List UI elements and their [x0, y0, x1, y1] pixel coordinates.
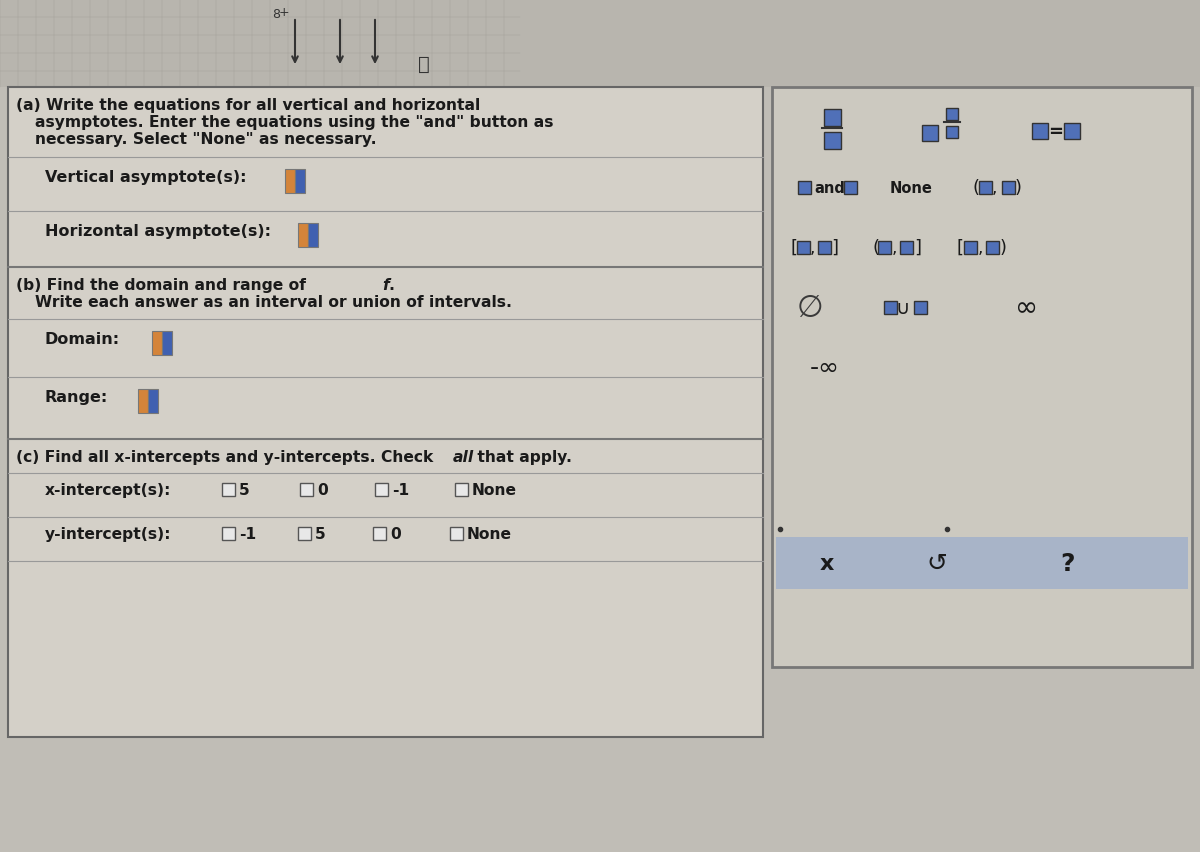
Bar: [222, 527, 235, 540]
Bar: [152, 331, 162, 355]
Bar: [373, 527, 386, 540]
Text: (b) Find the domain and range of: (b) Find the domain and range of: [16, 278, 311, 292]
Text: necessary. Select "None" as necessary.: necessary. Select "None" as necessary.: [35, 132, 377, 147]
Bar: [797, 242, 810, 255]
Bar: [138, 389, 148, 413]
Bar: [295, 170, 305, 193]
Bar: [979, 181, 992, 195]
Bar: [824, 133, 841, 150]
Text: Range:: Range:: [46, 389, 108, 405]
Text: Domain:: Domain:: [46, 331, 120, 347]
Text: None: None: [472, 482, 517, 498]
Bar: [878, 242, 890, 255]
Text: (: (: [972, 179, 979, 197]
Bar: [308, 224, 318, 248]
Text: (a) Write the equations for all vertical and horizontal: (a) Write the equations for all vertical…: [16, 98, 480, 112]
Bar: [772, 88, 1192, 667]
Text: ]: ]: [914, 239, 922, 256]
Bar: [455, 483, 468, 497]
Text: x-intercept(s):: x-intercept(s):: [46, 482, 172, 498]
Text: ⤷: ⤷: [418, 55, 430, 74]
Bar: [884, 302, 898, 314]
Bar: [986, 242, 998, 255]
Bar: [298, 527, 311, 540]
Text: 5: 5: [239, 482, 250, 498]
Bar: [922, 126, 938, 141]
Text: ,: ,: [978, 239, 983, 256]
Bar: [1002, 181, 1015, 195]
Bar: [450, 527, 463, 540]
Bar: [298, 224, 308, 248]
Text: None: None: [890, 181, 932, 195]
Text: ): ): [1000, 239, 1007, 256]
Text: that apply.: that apply.: [472, 450, 572, 464]
Bar: [148, 389, 158, 413]
Text: Write each answer as an interval or union of intervals.: Write each answer as an interval or unio…: [35, 295, 512, 309]
Text: asymptotes. Enter the equations using the "and" button as: asymptotes. Enter the equations using th…: [35, 115, 553, 130]
Text: ]: ]: [830, 239, 838, 256]
Text: ∪: ∪: [896, 298, 910, 317]
Text: ,: ,: [992, 179, 997, 197]
Text: ∞: ∞: [1015, 294, 1038, 321]
Text: (: (: [872, 239, 878, 256]
Bar: [776, 538, 1188, 590]
Bar: [8, 88, 763, 737]
Text: ,: ,: [892, 239, 898, 256]
Bar: [162, 331, 172, 355]
Text: 0: 0: [390, 527, 401, 541]
Bar: [946, 109, 958, 121]
Text: +: +: [278, 6, 289, 19]
Bar: [900, 242, 913, 255]
Text: x: x: [820, 553, 834, 573]
Bar: [1032, 124, 1048, 140]
Text: 8: 8: [272, 8, 280, 21]
Bar: [1064, 124, 1080, 140]
Text: f: f: [382, 278, 389, 292]
Text: .: .: [388, 278, 394, 292]
Text: -1: -1: [392, 482, 409, 498]
Text: 5: 5: [314, 527, 325, 541]
Bar: [222, 483, 235, 497]
Text: -∞: -∞: [810, 355, 840, 379]
Text: Vertical asymptote(s):: Vertical asymptote(s):: [46, 170, 246, 185]
Text: ,: ,: [810, 239, 815, 256]
Text: ∅: ∅: [797, 293, 823, 322]
Text: 0: 0: [317, 482, 328, 498]
Bar: [964, 242, 977, 255]
Text: Horizontal asymptote(s):: Horizontal asymptote(s):: [46, 224, 271, 239]
Text: and: and: [814, 181, 845, 195]
Bar: [286, 170, 295, 193]
Bar: [914, 302, 928, 314]
Bar: [818, 242, 830, 255]
Text: all: all: [454, 450, 474, 464]
Text: None: None: [467, 527, 512, 541]
Text: =: =: [1049, 123, 1063, 141]
Bar: [946, 127, 958, 139]
Bar: [300, 483, 313, 497]
Text: [: [: [958, 239, 964, 256]
Bar: [824, 110, 841, 127]
Bar: [374, 483, 388, 497]
Text: ): ): [1015, 179, 1022, 197]
Bar: [798, 181, 811, 195]
Bar: [0, 0, 1200, 88]
Bar: [844, 181, 857, 195]
Text: ↺: ↺: [926, 551, 948, 575]
Text: y-intercept(s):: y-intercept(s):: [46, 527, 172, 541]
Text: -1: -1: [239, 527, 257, 541]
Text: [: [: [790, 239, 797, 256]
Text: (c) Find all x-intercepts and y-intercepts. Check: (c) Find all x-intercepts and y-intercep…: [16, 450, 439, 464]
Text: ?: ?: [1060, 551, 1074, 575]
